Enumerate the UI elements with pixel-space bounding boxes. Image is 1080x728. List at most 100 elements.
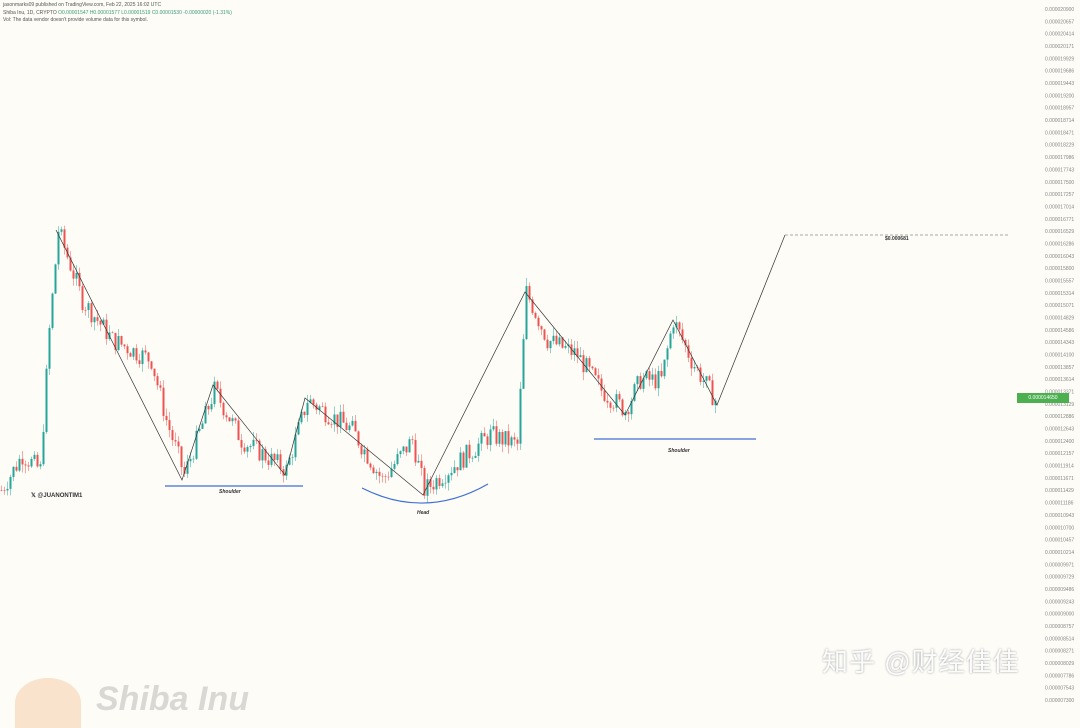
candle-body: [159, 385, 162, 388]
tick-label: 0.000020414: [1045, 32, 1074, 38]
candle-body: [243, 447, 246, 452]
candle-body: [354, 420, 357, 432]
candle-body: [513, 437, 516, 440]
candle-body: [705, 376, 708, 381]
candle-body: [222, 402, 225, 416]
tick-label: 0.000017014: [1045, 204, 1074, 210]
candle-body: [468, 444, 471, 459]
candle-body: [135, 348, 138, 361]
candle-body: [375, 471, 378, 474]
candle-body: [9, 476, 12, 489]
candle-body: [639, 376, 642, 389]
candle-body: [219, 388, 222, 403]
candle-body: [162, 387, 165, 416]
candle-body: [3, 490, 6, 491]
tick-label: 0.000019686: [1045, 69, 1074, 75]
tick-label: 0.000015071: [1045, 303, 1074, 309]
candle-body: [345, 422, 348, 431]
candle-body: [288, 457, 291, 465]
candle-body: [408, 439, 411, 453]
candle-body: [573, 348, 576, 355]
tick-label: 0.000013129: [1045, 402, 1074, 408]
candle-body: [432, 486, 435, 490]
tick-label: 0.000010457: [1045, 538, 1074, 544]
tick-label: 0.000009729: [1045, 575, 1074, 581]
candle-body: [303, 411, 306, 416]
candle-body: [291, 457, 294, 458]
candle-body: [261, 449, 264, 461]
candle-body: [684, 339, 687, 346]
candle-body: [297, 422, 300, 435]
candle-body: [474, 455, 477, 458]
candle-body: [210, 404, 213, 410]
candle-body: [24, 464, 27, 466]
tick-label: 0.000012400: [1045, 439, 1074, 445]
candle-body: [606, 400, 609, 403]
candle-body: [540, 326, 543, 330]
candle-body: [690, 357, 693, 369]
candle-body: [294, 434, 297, 458]
tick-label: 0.000011671: [1045, 476, 1074, 482]
candle-body: [57, 231, 60, 265]
candle-body: [342, 411, 345, 423]
tick-label: 0.000007786: [1045, 673, 1074, 679]
candle-body: [552, 335, 555, 342]
candle-body: [669, 333, 672, 349]
author-tag: 𝕏 @JUANONTIM1: [31, 493, 83, 499]
candle-body: [405, 446, 408, 453]
candle-body: [30, 458, 33, 467]
candle-body: [150, 361, 153, 369]
tick-label: 0.000017986: [1045, 155, 1074, 161]
candle-body: [537, 317, 540, 327]
candle-body: [120, 336, 123, 345]
candle-body: [300, 411, 303, 423]
candle-body: [267, 460, 270, 465]
candle-body: [78, 272, 81, 287]
tick-label: 0.000009486: [1045, 587, 1074, 593]
candle-body: [84, 310, 87, 311]
candle-body: [114, 332, 117, 350]
tick-label: 0.000020900: [1045, 7, 1074, 13]
candle-body: [186, 461, 189, 474]
price-chart[interactable]: 0.000020900 0.000020657 0.000020414 0.00002…: [0, 0, 1080, 704]
tick-label: 0.000014829: [1045, 315, 1074, 321]
tick-label: 0.000009971: [1045, 562, 1074, 568]
ohlc-values: O0.00001547 H0.00001577 L0.00001519 C0.0…: [58, 10, 232, 16]
candle-body: [144, 350, 147, 353]
symbol-name[interactable]: Shiba Inu, 1D, CRYPTO: [3, 10, 57, 16]
candle-body: [63, 229, 66, 248]
tick-label: 0.000007543: [1045, 686, 1074, 692]
tick-label: 0.000015557: [1045, 278, 1074, 284]
candle-body: [711, 380, 714, 406]
candle-body: [270, 453, 273, 465]
candle-body: [213, 381, 216, 405]
candle-body: [453, 467, 456, 473]
tick-label: 0.000018471: [1045, 130, 1074, 136]
candle-body: [198, 428, 201, 431]
candle-body: [36, 454, 39, 467]
tick-label: 0.000016043: [1045, 254, 1074, 260]
candle-body: [390, 468, 393, 478]
candle-body: [231, 418, 234, 422]
candle-body: [411, 439, 414, 440]
candle-body: [675, 322, 678, 328]
tick-label: 0.000017743: [1045, 167, 1074, 173]
candle-body: [561, 337, 564, 348]
candle-body: [399, 451, 402, 455]
candle-body: [459, 452, 462, 471]
candle-body: [102, 319, 105, 325]
candle-body: [204, 405, 207, 424]
tick-label: 0.000013371: [1045, 390, 1074, 396]
candle-body: [591, 366, 594, 369]
tick-label: 0.000008514: [1045, 636, 1074, 642]
candle-body: [372, 467, 375, 474]
price-axis[interactable]: 0.000020900 0.000020657 0.000020414 0.00002…: [1045, 7, 1074, 704]
candle-body: [462, 452, 465, 468]
candle-body: [471, 457, 474, 459]
candle-body: [237, 420, 240, 441]
candle-body: [27, 465, 30, 467]
candle-body: [555, 335, 558, 345]
candle-body: [225, 415, 228, 418]
candle-body: [339, 411, 342, 427]
candle-body: [627, 411, 630, 415]
